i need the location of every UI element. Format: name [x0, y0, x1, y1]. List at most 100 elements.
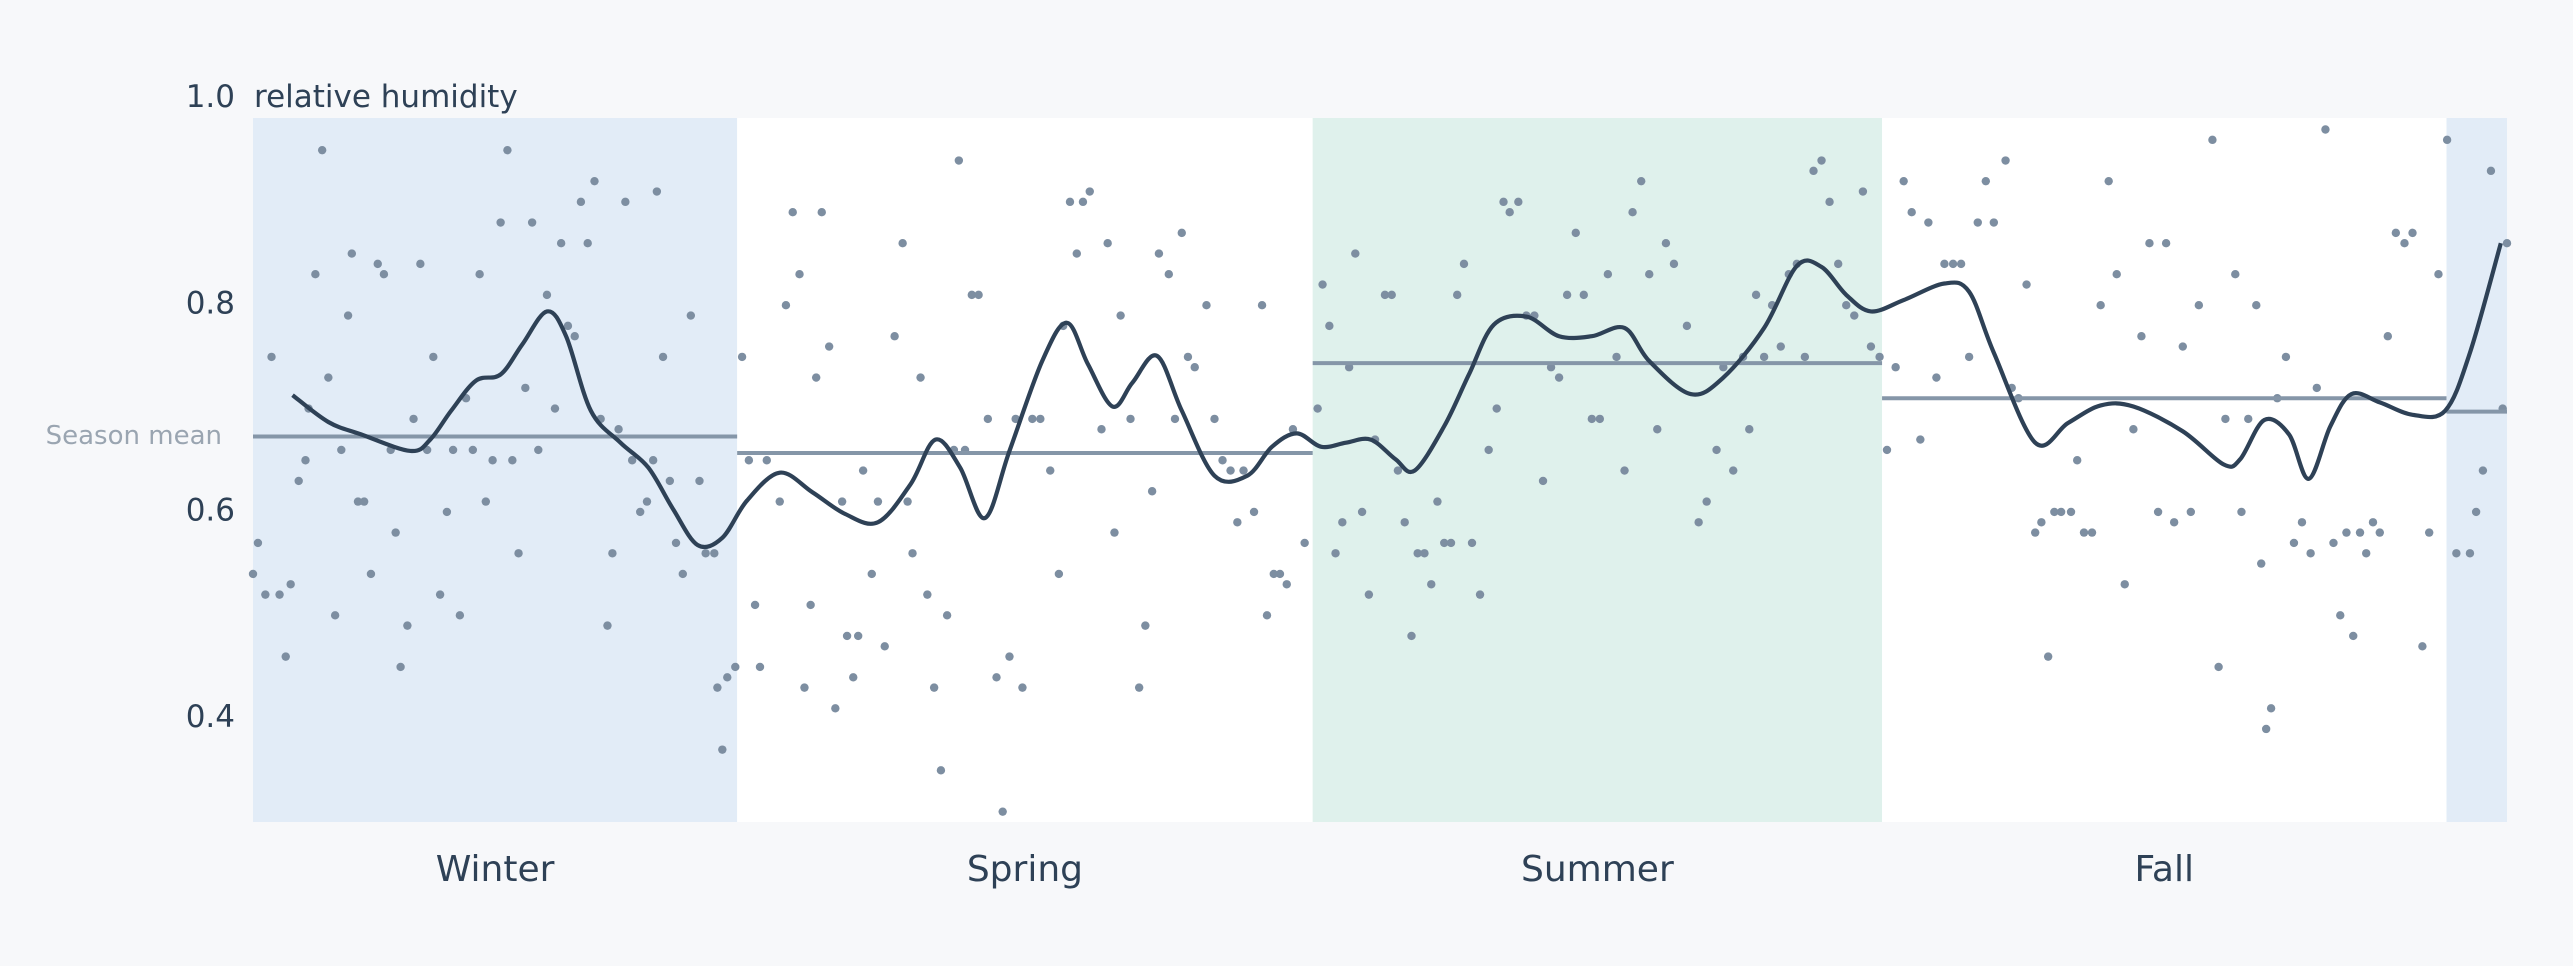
data-point	[1170, 414, 1180, 424]
data-point	[563, 321, 573, 331]
data-point	[2442, 135, 2452, 145]
season-bands	[253, 118, 2507, 822]
data-point	[1126, 414, 1135, 424]
data-point	[817, 207, 826, 217]
data-point	[1562, 290, 1572, 300]
data-point	[908, 549, 917, 558]
data-point	[455, 611, 465, 620]
data-point	[1072, 249, 1081, 258]
data-point	[1262, 611, 1272, 620]
data-point	[678, 569, 688, 579]
data-point	[1183, 352, 1193, 362]
data-point	[391, 528, 400, 537]
data-point	[1407, 631, 1416, 641]
data-point	[2120, 580, 2129, 589]
data-point	[880, 642, 889, 651]
data-point	[556, 239, 566, 248]
data-point	[2312, 383, 2321, 393]
data-point	[2087, 528, 2097, 537]
data-point	[2178, 342, 2187, 351]
data-point	[1134, 683, 1144, 692]
data-point	[731, 662, 740, 672]
data-point	[1964, 352, 1974, 362]
data-point	[2145, 239, 2154, 248]
data-point	[1620, 466, 1629, 475]
data-point	[353, 497, 363, 506]
data-point	[1973, 218, 1982, 227]
data-point	[2257, 559, 2266, 568]
data-point	[929, 683, 939, 692]
data-point	[1313, 404, 1322, 413]
data-point	[534, 445, 543, 455]
data-point	[750, 600, 760, 610]
data-point	[710, 549, 719, 558]
data-point	[337, 445, 346, 455]
data-point	[1190, 363, 1199, 372]
y-tick-label: 0.8	[186, 286, 235, 322]
data-point	[744, 456, 754, 465]
data-point	[521, 383, 530, 393]
data-point	[1351, 249, 1360, 258]
data-point	[2408, 228, 2417, 238]
data-point	[1729, 466, 1738, 475]
y-tick-label: 0.6	[186, 492, 235, 528]
data-point	[1065, 197, 1075, 207]
data-point	[1694, 518, 1703, 527]
data-point	[2037, 518, 2046, 527]
data-point	[2281, 352, 2291, 362]
data-point	[2161, 239, 2171, 248]
data-point	[514, 549, 523, 558]
data-point	[2031, 528, 2040, 537]
data-point	[867, 569, 876, 579]
data-point	[1249, 507, 1259, 517]
data-point	[1800, 352, 1810, 362]
data-point	[286, 580, 295, 589]
data-point	[1932, 373, 1941, 382]
data-point	[1891, 363, 1900, 372]
data-point	[1719, 363, 1728, 372]
data-point	[1834, 259, 1843, 269]
data-point	[1036, 414, 1045, 424]
trend-line	[291, 242, 2503, 550]
data-point	[2244, 414, 2253, 424]
data-point	[775, 497, 784, 506]
data-point	[435, 590, 445, 599]
data-point	[2072, 456, 2082, 465]
data-point	[301, 456, 310, 465]
data-point	[652, 187, 662, 196]
data-point	[1177, 228, 1186, 238]
season-band	[253, 118, 738, 822]
data-point	[311, 270, 320, 279]
data-point	[1257, 301, 1267, 310]
data-point	[1538, 476, 1548, 486]
data-point	[842, 631, 852, 641]
data-point	[916, 373, 925, 382]
data-point	[1751, 290, 1761, 300]
data-point	[1018, 683, 1027, 692]
data-point	[967, 290, 977, 300]
data-point	[496, 218, 505, 227]
data-point	[1282, 580, 1291, 589]
data-point	[1484, 445, 1493, 455]
data-point	[1981, 176, 1991, 186]
data-point	[1440, 538, 1449, 548]
data-point	[627, 456, 637, 465]
data-point	[1467, 538, 1477, 548]
data-point	[2424, 528, 2434, 537]
data-point	[366, 569, 376, 579]
data-point	[1239, 466, 1248, 475]
data-point	[2297, 518, 2307, 527]
data-point	[1380, 290, 1390, 300]
data-point	[1452, 290, 1462, 300]
data-point	[442, 507, 452, 517]
data-point	[2186, 507, 2196, 517]
data-point	[1202, 301, 1211, 310]
data-point	[1817, 156, 1826, 165]
data-point	[795, 270, 804, 279]
data-point	[1612, 352, 1621, 362]
data-point	[1916, 435, 1925, 444]
data-point	[1546, 363, 1556, 372]
data-point	[1300, 538, 1309, 548]
data-point	[1420, 549, 1429, 558]
data-point	[2418, 642, 2427, 651]
